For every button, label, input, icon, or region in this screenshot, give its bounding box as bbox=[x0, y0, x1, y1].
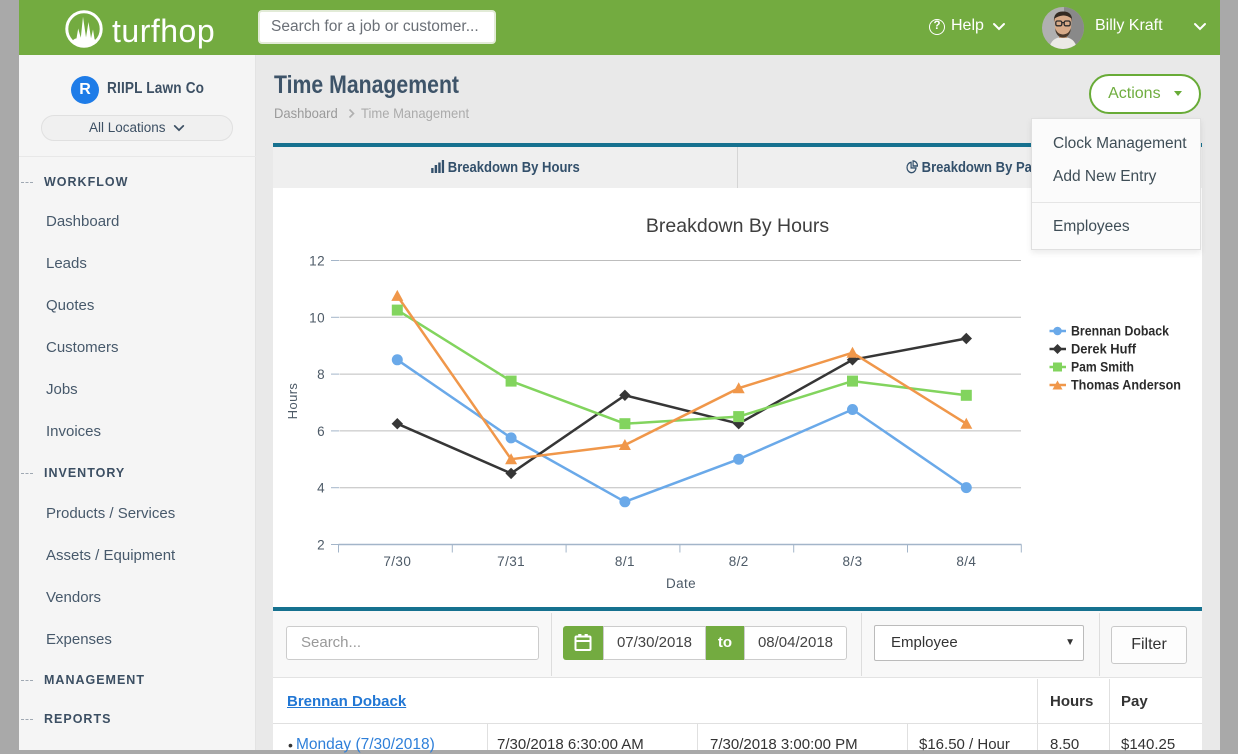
svg-text:8: 8 bbox=[317, 367, 325, 382]
svg-text:Hours: Hours bbox=[285, 383, 300, 420]
svg-text:7/30: 7/30 bbox=[383, 554, 411, 569]
svg-text:8/4: 8/4 bbox=[956, 554, 976, 569]
svg-text:8/2: 8/2 bbox=[729, 554, 749, 569]
svg-text:Date: Date bbox=[666, 576, 696, 591]
svg-text:8/3: 8/3 bbox=[843, 554, 863, 569]
svg-text:4: 4 bbox=[317, 481, 325, 496]
svg-text:12: 12 bbox=[309, 254, 325, 269]
svg-text:2: 2 bbox=[317, 538, 325, 553]
svg-text:10: 10 bbox=[309, 310, 325, 325]
svg-text:8/1: 8/1 bbox=[615, 554, 635, 569]
svg-text:Thomas Anderson: Thomas Anderson bbox=[1071, 378, 1181, 393]
svg-text:7/31: 7/31 bbox=[497, 554, 525, 569]
svg-text:Derek Huff: Derek Huff bbox=[1071, 342, 1136, 357]
svg-text:Pam Smith: Pam Smith bbox=[1071, 360, 1134, 375]
svg-text:6: 6 bbox=[317, 424, 325, 439]
svg-text:Brennan Doback: Brennan Doback bbox=[1071, 324, 1169, 339]
